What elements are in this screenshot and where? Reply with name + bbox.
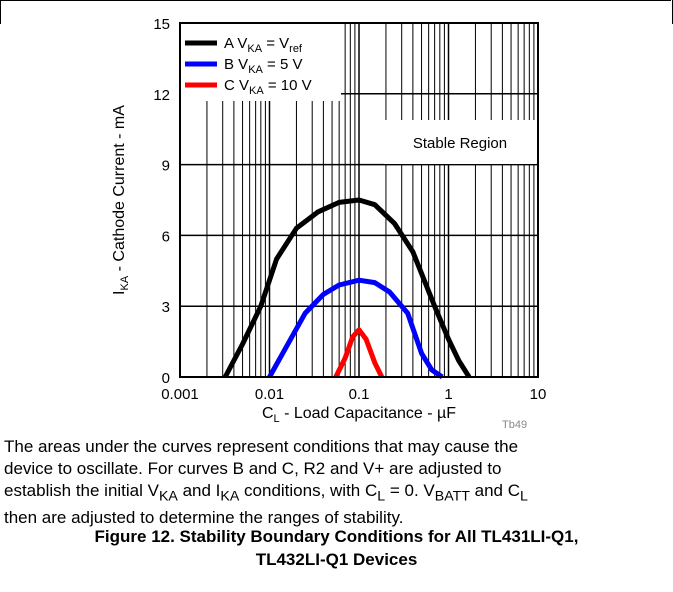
legend-label: A VKA = Vref xyxy=(224,35,303,55)
plot-border xyxy=(179,22,539,378)
axis-labels: CL - Load Capacitance - µF IKA - Cathode … xyxy=(111,105,456,425)
series-line-a xyxy=(222,197,472,379)
x-tick-label: 0.1 xyxy=(349,386,370,403)
figure-code: Tb49 xyxy=(502,419,528,431)
y-tick-label: 12 xyxy=(153,87,170,104)
figure-caption: The areas under the curves represent con… xyxy=(4,436,672,529)
x-tick-label: 10 xyxy=(530,386,547,403)
x-tick-label: 1 xyxy=(444,386,452,403)
caption-line-4: then are adjusted to determine the range… xyxy=(4,508,404,528)
chart-curves xyxy=(222,197,472,380)
y-axis-label: IKA - Cathode Current - mA xyxy=(111,105,131,295)
series-line-c xyxy=(333,327,385,379)
series-line-b xyxy=(267,277,444,380)
x-axis-label: CL - Load Capacitance - µF xyxy=(262,405,456,425)
x-tick-label: 0.001 xyxy=(161,386,199,403)
stable-region-annotation: Stable Region xyxy=(384,120,536,164)
x-tick-label: 0.01 xyxy=(255,386,284,403)
figure-title: Figure 12. Stability Boundary Conditions… xyxy=(0,525,673,571)
legend-label: B VKA = 5 V xyxy=(224,56,302,76)
frame-top-border xyxy=(0,0,671,1)
y-tick-label: 6 xyxy=(162,228,170,245)
y-tick-label: 3 xyxy=(162,299,170,316)
figure-title-line-1: Figure 12. Stability Boundary Conditions… xyxy=(94,527,579,546)
y-tick-label: 15 xyxy=(153,16,170,33)
figure-title-line-2: TL432LI-Q1 Devices xyxy=(255,550,418,569)
annotation-box xyxy=(384,120,536,164)
y-tick-label: 9 xyxy=(162,158,170,175)
annotation-label: Stable Region xyxy=(413,135,507,152)
frame-left-border xyxy=(0,0,1,24)
y-tick-label: 0 xyxy=(162,370,170,387)
caption-line-3: establish the initial VKA and IKA condit… xyxy=(4,481,528,505)
legend-label: C VKA = 10 V xyxy=(224,77,312,97)
tick-labels: 0.001 0.01 0.1 1 10 0 3 6 9 12 15 xyxy=(153,16,546,403)
caption-line-1: The areas under the curves represent con… xyxy=(4,437,519,456)
caption-line-2: device to oscillate. For curves B and C,… xyxy=(4,459,502,478)
